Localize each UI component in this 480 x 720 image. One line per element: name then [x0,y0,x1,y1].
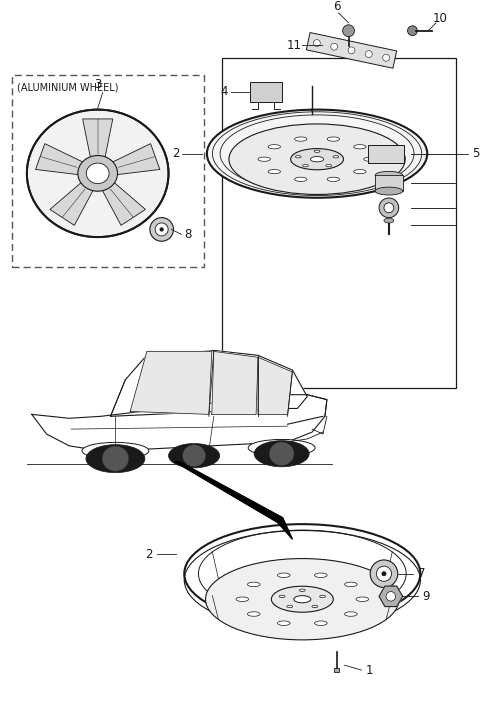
Polygon shape [50,183,93,225]
Circle shape [383,54,390,61]
Text: 5: 5 [472,147,479,160]
Text: 8: 8 [184,228,192,241]
Circle shape [365,50,372,58]
Circle shape [343,24,354,37]
Circle shape [150,217,173,241]
Ellipse shape [375,171,403,179]
Polygon shape [103,183,145,225]
Ellipse shape [229,124,405,194]
Circle shape [159,228,164,232]
Circle shape [370,560,398,588]
Ellipse shape [290,148,344,170]
Ellipse shape [327,137,339,141]
Circle shape [376,566,392,581]
Ellipse shape [277,573,290,577]
Ellipse shape [82,442,149,459]
Ellipse shape [300,589,305,592]
Polygon shape [174,462,292,539]
Ellipse shape [236,597,249,601]
Ellipse shape [86,163,109,184]
Ellipse shape [314,150,320,153]
Ellipse shape [312,606,318,608]
Circle shape [155,223,168,236]
Polygon shape [258,357,292,414]
Polygon shape [36,143,83,174]
Text: 7: 7 [418,567,425,580]
Text: 11: 11 [287,39,302,52]
Ellipse shape [333,156,339,158]
Text: 2: 2 [172,147,179,160]
Ellipse shape [277,621,290,626]
Polygon shape [113,143,160,174]
Text: 1: 1 [365,664,373,677]
Ellipse shape [86,445,145,472]
Ellipse shape [302,164,308,167]
Ellipse shape [258,157,270,161]
Ellipse shape [345,582,357,587]
Ellipse shape [311,156,324,162]
Ellipse shape [327,177,339,181]
Text: 4: 4 [221,85,228,98]
Ellipse shape [271,586,333,612]
Polygon shape [110,351,307,416]
Ellipse shape [248,612,260,616]
Ellipse shape [320,595,325,598]
Ellipse shape [345,612,357,616]
Circle shape [331,43,337,50]
Polygon shape [306,32,396,68]
Ellipse shape [354,145,366,149]
Bar [375,176,403,191]
Text: (ALUMINIUM WHEEL): (ALUMINIUM WHEEL) [17,83,119,93]
Ellipse shape [102,446,129,471]
Text: 2: 2 [145,547,153,561]
Circle shape [384,203,394,212]
Circle shape [379,198,399,217]
FancyBboxPatch shape [250,82,282,102]
Ellipse shape [294,595,311,603]
Ellipse shape [182,445,205,467]
Ellipse shape [248,582,260,587]
Ellipse shape [27,109,168,237]
Ellipse shape [356,597,369,601]
Circle shape [348,47,355,54]
Polygon shape [83,119,113,157]
Ellipse shape [279,595,285,598]
Circle shape [382,571,386,576]
Text: 10: 10 [432,12,447,25]
FancyBboxPatch shape [368,145,404,163]
Ellipse shape [254,441,309,467]
Ellipse shape [314,621,327,626]
Ellipse shape [295,177,307,181]
Polygon shape [379,586,403,606]
Ellipse shape [384,218,394,223]
Polygon shape [32,395,327,451]
Ellipse shape [354,169,366,174]
Text: 6: 6 [333,0,340,13]
Ellipse shape [78,156,118,192]
Ellipse shape [295,137,307,141]
Ellipse shape [375,187,403,195]
Text: 9: 9 [422,590,430,603]
Ellipse shape [268,169,280,174]
Ellipse shape [287,606,293,608]
Ellipse shape [364,157,376,161]
Ellipse shape [168,444,220,468]
Polygon shape [130,351,212,414]
Ellipse shape [207,109,427,198]
Circle shape [386,592,396,601]
Ellipse shape [314,573,327,577]
Text: 3: 3 [94,78,101,91]
Ellipse shape [326,164,332,167]
Circle shape [313,40,320,47]
Ellipse shape [248,439,315,456]
Ellipse shape [295,156,301,158]
Ellipse shape [269,442,294,465]
Polygon shape [212,351,258,414]
Circle shape [408,26,418,35]
Ellipse shape [268,145,280,149]
Ellipse shape [205,559,399,640]
FancyBboxPatch shape [334,668,339,672]
